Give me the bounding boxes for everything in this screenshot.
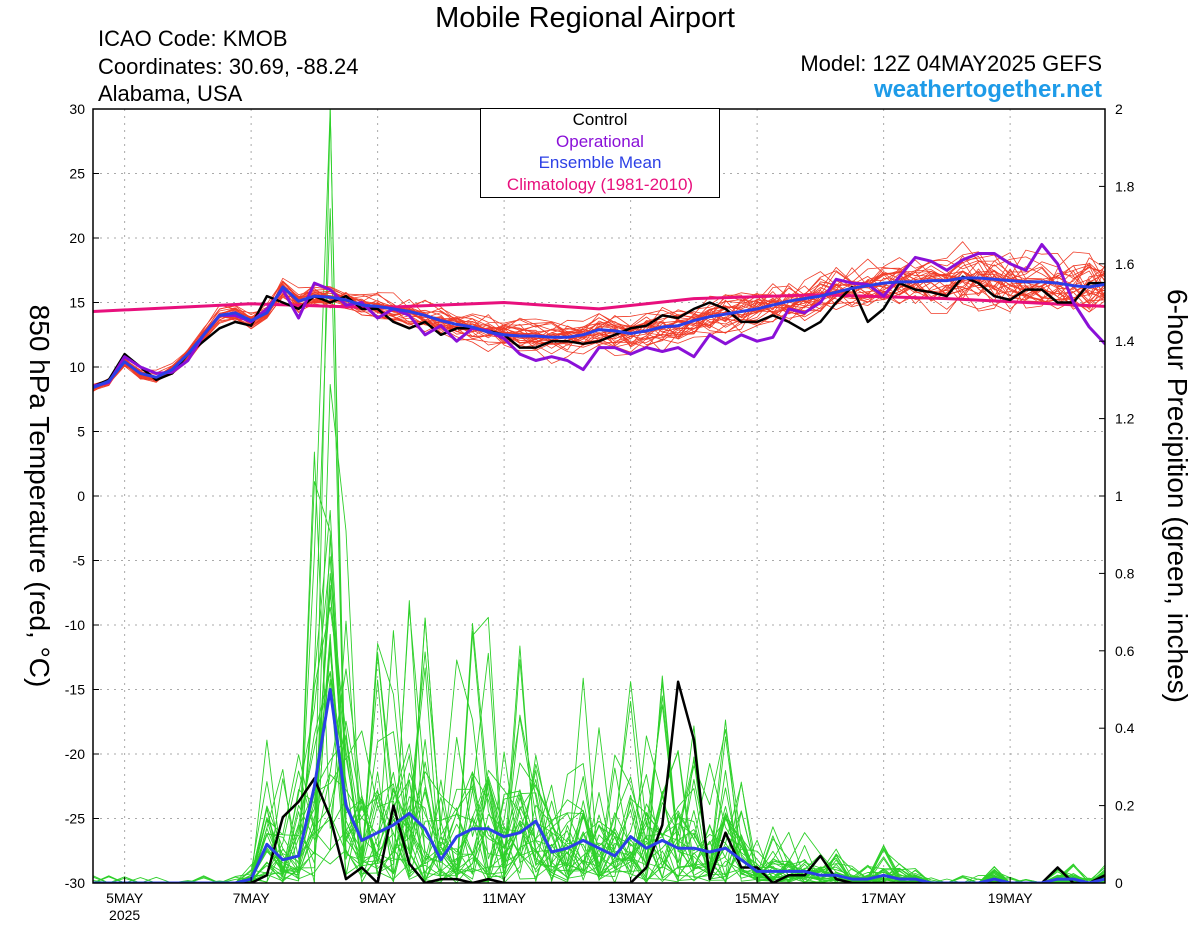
precip-member-line bbox=[93, 384, 1105, 883]
legend: Control Operational Ensemble Mean Climat… bbox=[480, 108, 720, 198]
x-tick-label: 19MAY bbox=[988, 890, 1034, 906]
x-tick-label: 17MAY bbox=[861, 890, 907, 906]
precip-member-line bbox=[93, 208, 1105, 883]
x-tick-label: 11MAY bbox=[482, 890, 526, 906]
y-tick-label: -10 bbox=[65, 617, 85, 633]
x-tick-label: 7MAY bbox=[233, 890, 271, 906]
legend-item-operational: Operational bbox=[556, 131, 644, 151]
y2-tick-label: 0.6 bbox=[1115, 643, 1135, 659]
site-name[interactable]: weathertogether.net bbox=[873, 76, 1102, 103]
model-run: Model: 12Z 04MAY2025 GEFS bbox=[800, 51, 1102, 76]
y-tick-label: -25 bbox=[65, 811, 85, 827]
x-tick-label: 15MAY bbox=[735, 890, 781, 906]
temp-member-line bbox=[93, 280, 1105, 387]
precip-member-line bbox=[93, 556, 1105, 883]
y2-tick-label: 0.2 bbox=[1115, 798, 1135, 814]
y2-tick-label: 0.8 bbox=[1115, 565, 1135, 581]
y2-tick-label: 1.8 bbox=[1115, 178, 1135, 194]
precip-member-line bbox=[93, 617, 1105, 883]
region: Alabama, USA bbox=[98, 81, 243, 106]
precip-member-line bbox=[93, 509, 1105, 883]
y-tick-label: -30 bbox=[65, 875, 85, 891]
precip-control-line bbox=[93, 680, 1105, 883]
y-tick-label: 10 bbox=[69, 359, 85, 375]
precip-member-line bbox=[93, 616, 1105, 883]
coordinates: Coordinates: 30.69, -88.24 bbox=[98, 54, 359, 79]
y2-tick-label: 1.6 bbox=[1115, 256, 1135, 272]
climatology-line bbox=[93, 293, 1105, 313]
precip-member-line bbox=[93, 585, 1105, 883]
temp-member-line bbox=[93, 256, 1105, 388]
temp-member-line bbox=[93, 249, 1105, 389]
precip-member-line bbox=[93, 592, 1105, 883]
y-tick-label: 25 bbox=[69, 166, 85, 182]
precip-member-line bbox=[93, 606, 1105, 883]
precip-member-line bbox=[93, 630, 1105, 883]
precip-member-line bbox=[93, 607, 1105, 883]
precip-member-line bbox=[93, 659, 1105, 883]
legend-item-climatology: Climatology (1981-2010) bbox=[506, 174, 694, 194]
temp-mean-line bbox=[93, 276, 1105, 389]
y-tick-label: -5 bbox=[73, 553, 86, 569]
y-tick-label: 0 bbox=[77, 488, 85, 504]
x-tick-label: 5MAY bbox=[106, 890, 144, 906]
temp-operational-line bbox=[93, 243, 1105, 388]
precip-member-line bbox=[93, 630, 1105, 883]
y-tick-label: 5 bbox=[77, 424, 85, 440]
y-axis-title: 850 hPa Temperature (red, °C) bbox=[24, 305, 55, 688]
icao-code: ICAO Code: KMOB bbox=[98, 26, 288, 51]
temp-control-line bbox=[93, 275, 1105, 388]
x-tick-label: 9MAY bbox=[359, 890, 397, 906]
temp-member-line bbox=[93, 267, 1105, 390]
temp-member-line bbox=[93, 275, 1105, 389]
y2-tick-label: 0 bbox=[1115, 875, 1123, 891]
y-tick-label: 20 bbox=[69, 230, 85, 246]
precip-member-line bbox=[93, 573, 1105, 883]
x-tick-label: 13MAY bbox=[608, 890, 654, 906]
y2-tick-label: 1.2 bbox=[1115, 411, 1135, 427]
y2-tick-label: 1 bbox=[1115, 488, 1123, 504]
precip-mean-line bbox=[93, 688, 1105, 883]
precip-member-line bbox=[93, 659, 1105, 883]
y-tick-label: 30 bbox=[69, 101, 85, 117]
y2-tick-label: 0.4 bbox=[1115, 720, 1135, 736]
chart-title: Mobile Regional Airport bbox=[435, 2, 735, 34]
legend-item-control: Control bbox=[572, 110, 628, 129]
y-tick-label: -15 bbox=[65, 682, 85, 698]
y-tick-label: -20 bbox=[65, 746, 85, 762]
legend-item-mean: Ensemble Mean bbox=[538, 153, 662, 172]
precip-member-line bbox=[93, 739, 1105, 883]
y2-axis-title: 6-hour Precipition (green, inches) bbox=[1162, 289, 1193, 703]
y-tick-label: 15 bbox=[69, 295, 85, 311]
precip-member-line bbox=[93, 651, 1105, 883]
temp-member-line bbox=[93, 268, 1105, 392]
y2-tick-label: 1.4 bbox=[1115, 333, 1135, 349]
y2-tick-label: 2 bbox=[1115, 101, 1123, 117]
x-tick-sublabel: 2025 bbox=[109, 907, 140, 923]
